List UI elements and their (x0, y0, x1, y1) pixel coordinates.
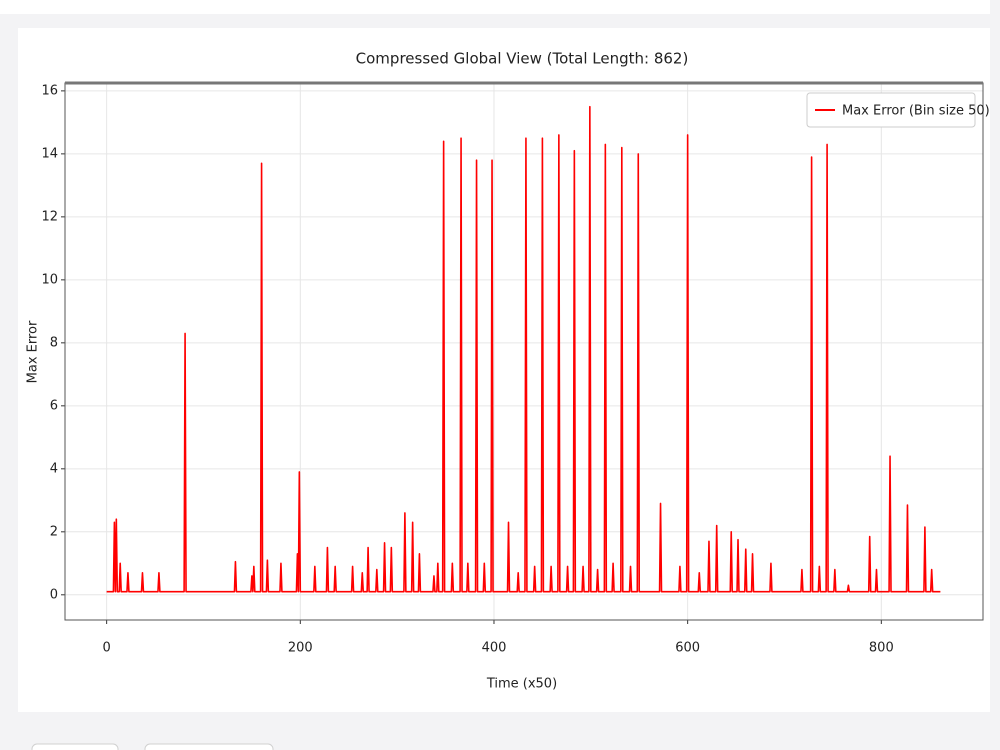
button[interactable] (31, 743, 119, 750)
x-tick-label: 200 (288, 641, 313, 656)
y-tick-label: 10 (41, 272, 58, 287)
x-axis-label: Time (x50) (486, 677, 557, 692)
x-tick-label: 0 (102, 641, 110, 656)
chart-title: Compressed Global View (Total Length: 86… (356, 50, 689, 68)
top-panel (0, 0, 990, 14)
y-tick-label: 0 (50, 587, 58, 602)
x-tick-label: 600 (675, 641, 700, 656)
legend-label: Max Error (Bin size 50) (842, 104, 990, 119)
y-axis-label: Max Error (26, 320, 41, 383)
y-tick-label: 8 (50, 335, 58, 350)
line-series (106, 105, 941, 593)
y-tick-label: 12 (41, 209, 58, 224)
x-tick-label: 800 (869, 641, 894, 656)
y-tick-label: 6 (50, 398, 58, 413)
x-tick-label: 400 (482, 641, 507, 656)
y-tick-label: 2 (50, 524, 58, 539)
button[interactable] (144, 743, 274, 750)
y-tick-label: 14 (41, 146, 58, 161)
chart-card (18, 28, 990, 712)
legend-box (806, 92, 976, 128)
y-tick-label: 4 (50, 461, 58, 476)
y-tick-label: 16 (41, 83, 58, 98)
